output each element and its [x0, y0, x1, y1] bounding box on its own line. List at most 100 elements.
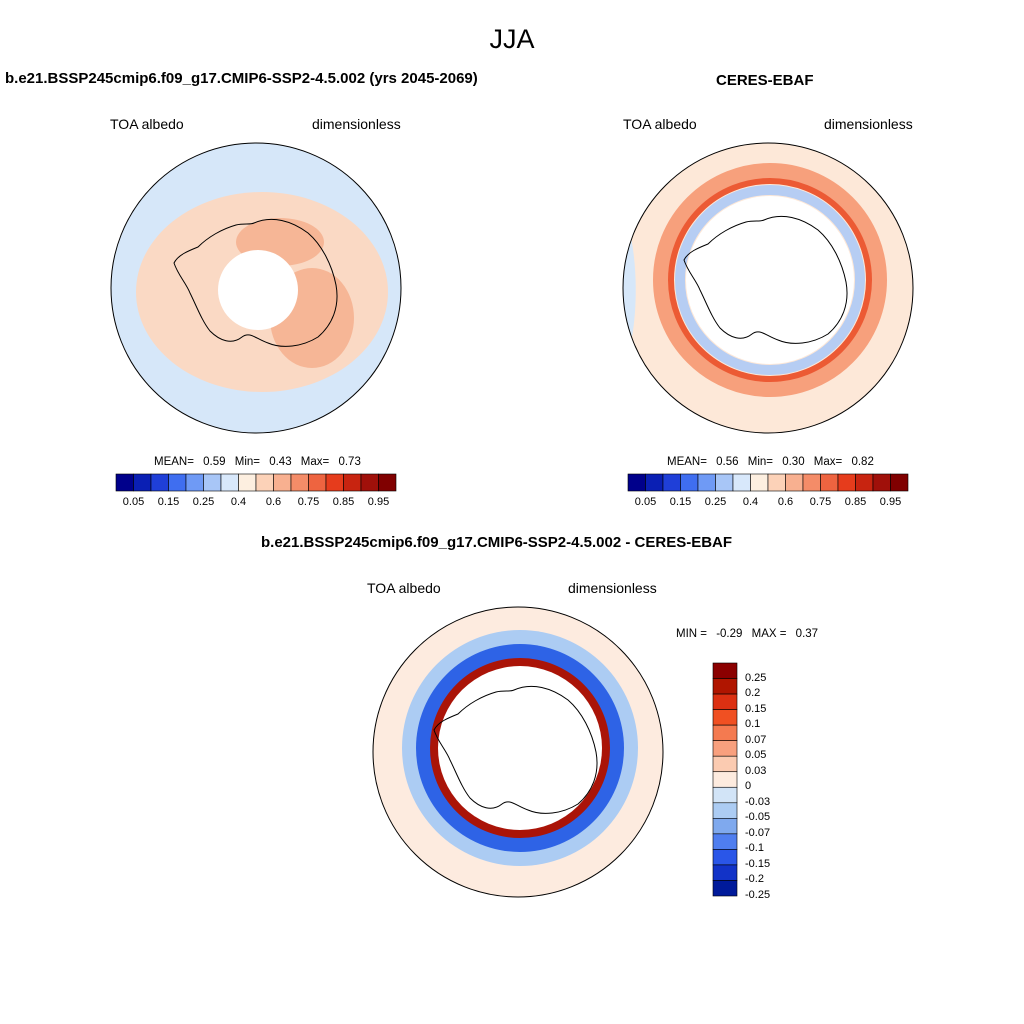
obs-colorbar-box — [802, 473, 821, 492]
obs-colorbar-box — [767, 473, 786, 492]
model-variable-label: TOA albedo — [110, 116, 184, 132]
obs-units-label: dimensionless — [824, 116, 913, 132]
obs-colorbar-tick-label: 0.95 — [879, 496, 902, 508]
obs-colorbar-tick-label: 0.6 — [777, 496, 794, 508]
diff-units-label: dimensionless — [568, 580, 657, 596]
diff-colorbar-box — [712, 786, 738, 804]
model-colorbar-box — [203, 473, 222, 492]
diff-colorbar-box — [712, 678, 738, 695]
obs-colorbar-tick-label: 0.75 — [809, 496, 832, 508]
obs-colorbar-box — [855, 473, 874, 492]
diff-min-value: -0.29 — [716, 628, 743, 640]
diff-colorbar — [712, 662, 738, 897]
model-panel-title: b.e21.BSSP245cmip6.f09_g17.CMIP6-SSP2-4.… — [5, 70, 478, 87]
obs-map-ring-blue — [675, 185, 865, 375]
obs-colorbar-box — [715, 473, 734, 492]
model-mean-label: MEAN= — [154, 456, 194, 468]
diff-colorbar-box — [712, 771, 738, 788]
obs-max-value: 0.82 — [851, 456, 874, 468]
diff-map-border — [372, 606, 664, 898]
obs-colorbar-box — [697, 473, 716, 492]
diff-colorbar-tick-label: -0.15 — [745, 857, 771, 870]
diff-colorbar-box — [712, 802, 738, 819]
diff-colorbar-tick-label: -0.25 — [745, 889, 771, 901]
model-colorbar — [115, 473, 397, 492]
model-colorbar-box — [255, 473, 274, 492]
obs-map-border — [622, 142, 914, 434]
diff-colorbar-tick-label: 0.05 — [745, 749, 767, 762]
obs-colorbar-tick-label: 0.25 — [704, 496, 727, 508]
obs-min-value: 0.30 — [782, 456, 805, 468]
diff-colorbar-tick-label: 0.2 — [745, 687, 761, 700]
model-colorbar-box — [238, 473, 257, 492]
model-colorbar-box — [150, 473, 169, 492]
diff-colorbar-tick-label: 0.15 — [745, 702, 767, 715]
obs-colorbar-box — [890, 473, 909, 492]
obs-colorbar-box — [872, 473, 891, 492]
obs-colorbar-tick-label: 0.05 — [634, 496, 657, 508]
model-colorbar-box — [115, 473, 134, 492]
obs-stats: MEAN= 0.56 Min= 0.30 Max= 0.82 — [667, 456, 880, 468]
diff-colorbar-box — [712, 849, 738, 866]
model-colorbar-box — [378, 473, 397, 492]
model-colorbar-tick-label: 0.4 — [230, 496, 247, 508]
model-colorbar-tick-label: 0.6 — [265, 496, 282, 508]
model-units-label: dimensionless — [312, 116, 401, 132]
diff-map-inner-hole — [438, 666, 602, 830]
obs-colorbar-tick-label: 0.15 — [669, 496, 692, 508]
diff-colorbar-tick-label: -0.05 — [745, 811, 771, 824]
model-colorbar-tick-label: 0.85 — [332, 496, 355, 508]
model-map-border — [110, 142, 402, 434]
model-min-label: Min= — [234, 456, 260, 468]
model-colorbar-tick-label: 0.75 — [297, 496, 320, 508]
model-colorbar-box — [290, 473, 309, 492]
obs-polar-map — [623, 143, 913, 433]
diff-colorbar-box — [712, 833, 738, 850]
obs-colorbar-box — [837, 473, 856, 492]
obs-colorbar-box — [785, 473, 804, 492]
diff-stats: MIN = -0.29 MAX = 0.37 — [676, 628, 824, 640]
diff-colorbar-box — [712, 740, 738, 757]
obs-colorbar-box — [732, 473, 751, 492]
diff-colorbar-box — [712, 709, 738, 726]
obs-colorbar-tick-label: 0.85 — [844, 496, 867, 508]
obs-panel-title: CERES-EBAF — [716, 72, 814, 89]
diff-max-label: MAX = — [751, 628, 787, 640]
obs-colorbar-box — [627, 473, 646, 492]
diff-colorbar-tick-label: -0.07 — [745, 826, 771, 839]
diff-colorbar-tick-label: 0.07 — [745, 733, 767, 746]
diff-max-value: 0.37 — [795, 628, 819, 640]
diff-colorbar-box — [712, 693, 738, 710]
model-colorbar-box — [220, 473, 239, 492]
diff-min-label: MIN = — [676, 628, 707, 640]
diff-panel-title: b.e21.BSSP245cmip6.f09_g17.CMIP6-SSP2-4.… — [261, 534, 733, 551]
model-colorbar-tick-label: 0.15 — [157, 496, 180, 508]
diff-colorbar-box — [712, 755, 738, 773]
obs-colorbar-box — [645, 473, 664, 492]
diff-colorbar-box — [712, 724, 738, 741]
diff-colorbar-box — [712, 864, 738, 881]
diff-variable-label: TOA albedo — [367, 580, 441, 596]
obs-colorbar — [627, 473, 909, 492]
model-colorbar-box — [325, 473, 344, 492]
model-min-value: 0.43 — [269, 456, 292, 468]
model-polar-map — [111, 143, 401, 433]
model-colorbar-box — [273, 473, 292, 492]
obs-map-ring-orange — [653, 163, 887, 397]
model-map-polar-hole — [218, 250, 298, 330]
obs-max-label: Max= — [813, 456, 843, 468]
model-stats: MEAN= 0.59 Min= 0.43 Max= 0.73 — [154, 456, 367, 468]
figure-title: JJA — [489, 24, 535, 54]
obs-colorbar-box — [680, 473, 699, 492]
model-colorbar-box — [133, 473, 152, 492]
obs-colorbar-box — [662, 473, 681, 492]
obs-map-inner-hole — [686, 196, 854, 364]
obs-colorbar-tick-label: 0.4 — [742, 496, 759, 508]
diff-colorbar-box — [712, 818, 738, 835]
model-colorbar-box — [185, 473, 204, 492]
diff-colorbar-tick-label: 0.1 — [745, 718, 761, 731]
model-colorbar-box — [168, 473, 187, 492]
diff-colorbar-box — [712, 662, 738, 679]
obs-min-label: Min= — [747, 456, 773, 468]
diff-colorbar-tick-label: 0.25 — [745, 671, 767, 684]
